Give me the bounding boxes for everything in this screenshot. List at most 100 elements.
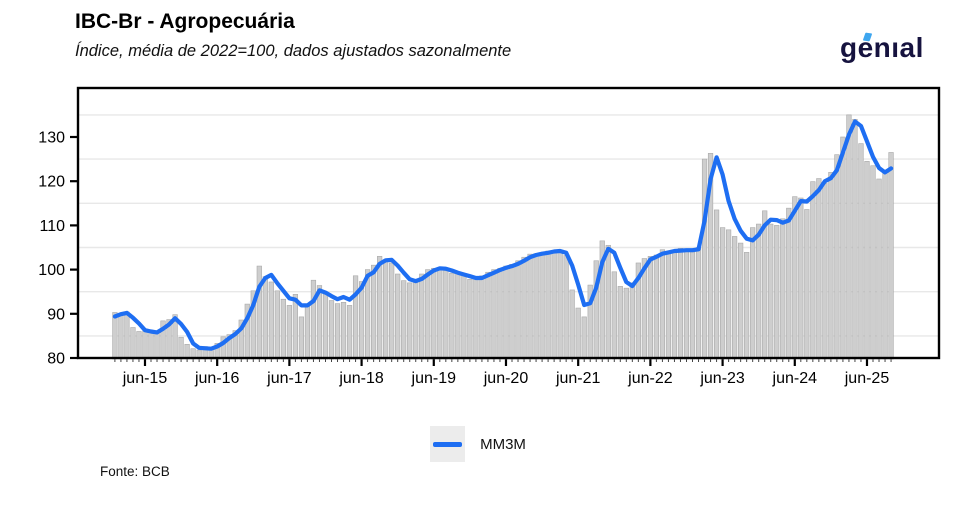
index-bar: [828, 172, 834, 360]
index-bar: [425, 269, 431, 360]
index-bar: [395, 273, 401, 360]
index-bar: [713, 209, 720, 360]
index-bar: [852, 119, 858, 360]
index-bar: [840, 136, 846, 360]
index-bar: [774, 225, 780, 360]
index-bar: [413, 279, 419, 360]
index-bar: [671, 250, 678, 360]
index-bar: [888, 152, 894, 360]
index-bar: [810, 181, 816, 360]
x-tick-label: jun-25: [844, 370, 890, 387]
index-bar: [858, 143, 864, 360]
index-bar: [419, 273, 425, 360]
index-bar: [629, 282, 635, 360]
index-bar: [401, 280, 407, 360]
index-bar: [527, 253, 533, 360]
index-bar: [485, 271, 491, 360]
y-tick-label: 100: [38, 262, 65, 279]
source-note: Fonte: BCB: [100, 464, 170, 479]
index-bar: [732, 236, 738, 360]
index-bar: [262, 276, 268, 360]
index-bar: [340, 302, 347, 360]
index-bar: [804, 209, 810, 360]
legend-key-mm3m: [430, 426, 466, 462]
index-bar: [846, 114, 852, 360]
index-bar: [256, 265, 262, 360]
index-bar: [298, 316, 305, 360]
index-bar: [647, 256, 653, 360]
x-tick-label: jun-19: [411, 370, 457, 387]
y-tick-label: 80: [47, 351, 65, 368]
x-tick-label: jun-20: [483, 370, 529, 387]
x-tick-label: jun-23: [699, 370, 745, 387]
index-bar: [178, 336, 184, 360]
x-tick-label: jun-17: [266, 370, 312, 387]
index-bar: [792, 196, 798, 360]
index-bar: [377, 256, 383, 360]
index-bar: [346, 305, 353, 360]
index-bar: [497, 267, 503, 360]
index-bar: [816, 178, 822, 360]
index-bar: [569, 289, 575, 360]
index-bar: [780, 218, 786, 360]
index-bar: [750, 227, 756, 360]
x-tick-label: jun-24: [772, 370, 818, 387]
index-bar: [665, 252, 672, 360]
index-bar: [509, 263, 515, 360]
index-bar: [563, 255, 569, 360]
index-bar: [268, 281, 274, 360]
index-bar: [677, 248, 684, 360]
index-bar: [834, 154, 840, 360]
index-bar: [371, 264, 377, 360]
index-bar: [280, 298, 286, 360]
index-bar: [455, 273, 461, 360]
index-bar: [744, 252, 750, 360]
index-bar: [575, 307, 581, 360]
mm3m-line: [112, 119, 894, 351]
index-bar: [521, 256, 527, 360]
x-tick-label: jun-18: [338, 370, 384, 387]
index-bar: [786, 207, 792, 360]
y-tick-label: 120: [38, 174, 65, 191]
mm3m-line-icon: [433, 441, 463, 447]
index-bar: [136, 331, 142, 360]
index-bar: [725, 229, 732, 360]
index-bar: [352, 275, 359, 360]
chart-plot: 80 90 100 110 120 130 jun-15 jun-16 jun-17 jun-18…: [38, 86, 941, 387]
index-bar: [768, 223, 774, 360]
index-bar: [467, 279, 473, 360]
index-bar: [756, 223, 762, 360]
index-bar: [304, 305, 311, 360]
index-bar: [358, 281, 365, 360]
x-tick-label: jun-21: [555, 370, 601, 387]
index-bar: [142, 330, 148, 360]
x-tick-label: jun-16: [194, 370, 240, 387]
genial-logo: genıal: [840, 32, 950, 72]
index-bar: [431, 267, 437, 360]
index-bar: [738, 242, 744, 360]
index-bar: [286, 305, 292, 360]
page-title: IBC-Br - Agropecuária: [75, 10, 295, 33]
index-bar: [130, 327, 136, 360]
index-bar: [617, 286, 623, 360]
index-bar: [762, 210, 768, 360]
index-bar: [882, 172, 888, 360]
index-bar: [310, 279, 317, 360]
index-bar: [870, 165, 876, 360]
index-bar: [124, 311, 130, 360]
plot-frame: [76, 86, 941, 360]
index-bar: [449, 272, 455, 360]
y-tick-label: 110: [39, 218, 65, 235]
index-bar: [383, 259, 389, 360]
index-bar: [118, 313, 124, 360]
index-bar: [701, 158, 708, 360]
genial-logo-text: genıal: [840, 32, 924, 63]
index-bar: [112, 312, 118, 360]
index-bar: [473, 278, 479, 360]
index-bar: [719, 227, 726, 360]
index-bar: [605, 244, 611, 360]
index-bar: [491, 269, 497, 360]
index-bar: [689, 251, 696, 360]
index-bar: [461, 275, 467, 360]
legend: MM3M: [0, 426, 956, 462]
